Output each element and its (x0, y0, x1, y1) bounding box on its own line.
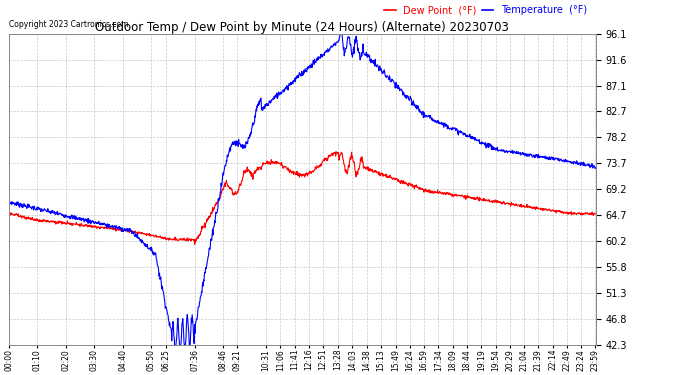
Dew Point  (°F) (190, 242, 199, 247)
Dew Point  (°F) (121, 228, 129, 232)
Title: Outdoor Temp / Dew Point by Minute (24 Hours) (Alternate) 20230703: Outdoor Temp / Dew Point by Minute (24 H… (95, 21, 509, 34)
Text: Copyright 2023 Cartronics.com: Copyright 2023 Cartronics.com (9, 20, 128, 29)
Temperature  (°F) (170, 344, 179, 349)
Dew Point  (°F) (591, 211, 600, 216)
Line: Temperature  (°F): Temperature (°F) (9, 32, 595, 347)
Dew Point  (°F) (332, 150, 340, 154)
Line: Dew Point  (°F): Dew Point (°F) (9, 152, 595, 244)
Dew Point  (°F) (201, 226, 209, 230)
Temperature  (°F) (135, 236, 144, 240)
Dew Point  (°F) (471, 195, 479, 200)
Dew Point  (°F) (394, 179, 402, 184)
Dew Point  (°F) (5, 214, 13, 218)
Dew Point  (°F) (135, 230, 144, 234)
Dew Point  (°F) (522, 204, 531, 209)
Temperature  (°F) (337, 30, 346, 34)
Temperature  (°F) (121, 227, 129, 232)
Temperature  (°F) (5, 198, 13, 202)
Legend: Dew Point  (°F), Temperature  (°F): Dew Point (°F), Temperature (°F) (380, 2, 591, 19)
Temperature  (°F) (471, 138, 479, 142)
Temperature  (°F) (201, 270, 209, 275)
Temperature  (°F) (522, 154, 531, 158)
Temperature  (°F) (394, 87, 402, 91)
Temperature  (°F) (591, 166, 600, 170)
